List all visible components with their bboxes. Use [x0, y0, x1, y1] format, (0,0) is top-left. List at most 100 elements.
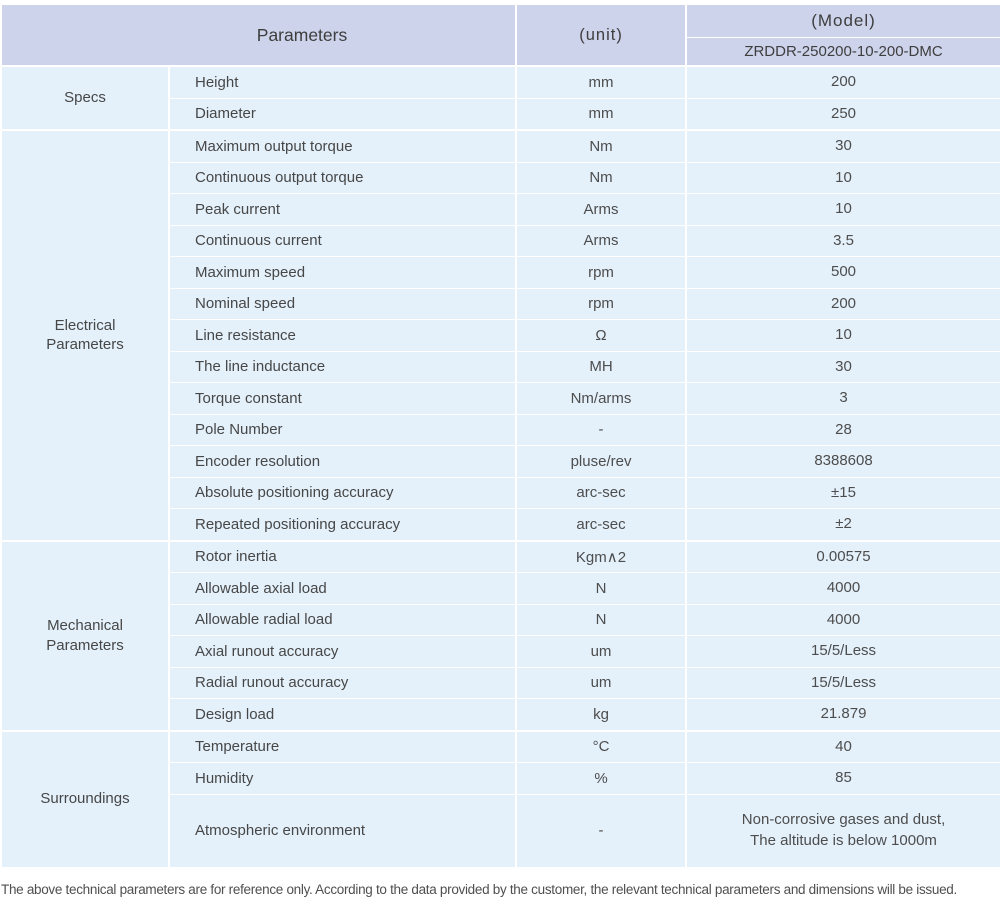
unit-cell: arc-sec: [515, 476, 688, 509]
param-cell: Pole Number: [167, 413, 518, 446]
param-cell: Allowable axial load: [167, 572, 518, 605]
unit-cell: %: [515, 762, 688, 795]
header-model: (Model): [685, 2, 1000, 38]
value-cell: 200: [685, 287, 1000, 320]
value-cell: 21.879: [685, 698, 1000, 732]
param-cell: Allowable radial load: [167, 603, 518, 636]
table-header: Parameters (unit) (Model) ZRDDR-250200-1…: [0, 2, 1000, 67]
table-row: Humidity % 85: [1, 762, 1000, 795]
value-cell: 3: [685, 382, 1000, 415]
unit-cell: N: [515, 572, 688, 605]
table-row: Specs Height mm 200: [0, 65, 1000, 131]
unit-cell: um: [515, 635, 688, 668]
category-cell: Surroundings: [0, 729, 170, 869]
value-cell: 500: [685, 256, 1000, 289]
table-row: Torque constant Nm/arms 3: [1, 382, 1000, 415]
param-cell: Temperature: [167, 729, 518, 763]
table-row: Allowable axial load N 4000: [1, 572, 1000, 605]
table-row: Axial runout accuracy um 15/5/Less: [1, 635, 1000, 668]
param-cell: Nominal speed: [167, 287, 518, 320]
unit-cell: Arms: [515, 224, 688, 257]
value-cell: 15/5/Less: [685, 635, 1000, 668]
param-cell: Diameter: [167, 97, 518, 131]
category-cell: Electrical Parameters: [0, 129, 170, 542]
header-unit: (unit): [515, 3, 688, 67]
table-row: Peak current Arms 10: [1, 193, 1000, 226]
parameters-table: Parameters (unit) (Model) ZRDDR-250200-1…: [0, 2, 1000, 869]
value-cell: 4000: [685, 572, 1000, 605]
param-cell: Design load: [167, 698, 518, 732]
value-cell: 10: [685, 319, 1000, 352]
value-cell: 30: [685, 129, 1000, 163]
unit-cell: mm: [515, 97, 688, 131]
unit-cell: um: [515, 666, 688, 699]
value-cell: 200: [685, 65, 1000, 99]
unit-cell: N: [515, 603, 688, 636]
table-row: Continuous output torque Nm 10: [1, 161, 1000, 194]
param-cell: Maximum output torque: [167, 129, 518, 163]
unit-cell: Ω: [515, 319, 688, 352]
value-cell: 15/5/Less: [685, 666, 1000, 699]
param-cell: Rotor inertia: [167, 539, 518, 573]
param-cell: Line resistance: [167, 319, 518, 352]
table-row: Absolute positioning accuracy arc-sec ±1…: [1, 476, 1000, 509]
value-cell: 4000: [685, 603, 1000, 636]
param-cell: The line inductance: [167, 350, 518, 383]
header-parameters: Parameters: [0, 3, 518, 67]
unit-cell: Nm: [515, 161, 688, 194]
value-cell: 28: [685, 413, 1000, 446]
footer-note: The above technical parameters are for r…: [1, 881, 957, 897]
table-row: Design load kg 21.879: [1, 698, 1000, 732]
unit-cell: MH: [515, 350, 688, 383]
param-cell: Absolute positioning accuracy: [167, 476, 518, 509]
table-row: Allowable radial load N 4000: [1, 603, 1000, 636]
value-cell: 3.5: [685, 224, 1000, 257]
unit-cell: kg: [515, 698, 688, 732]
category-cell: Specs: [0, 65, 170, 131]
table-row: Repeated positioning accuracy arc-sec ±2: [1, 508, 1000, 542]
unit-cell: mm: [515, 65, 688, 99]
table-row: Continuous current Arms 3.5: [1, 224, 1000, 257]
table-row: Electrical Parameters Maximum output tor…: [0, 129, 1000, 542]
value-cell: 30: [685, 350, 1000, 383]
section-mechanical: Mechanical Parameters Rotor inertia Kgm∧…: [0, 539, 1000, 732]
param-cell: Radial runout accuracy: [167, 666, 518, 699]
param-cell: Maximum speed: [167, 256, 518, 289]
unit-cell: Kgm∧2: [515, 539, 688, 573]
section-surroundings: Surroundings Temperature °C 40 Humidity …: [0, 729, 1000, 869]
param-cell: Peak current: [167, 193, 518, 226]
table-row: The line inductance MH 30: [1, 350, 1000, 383]
category-cell: Mechanical Parameters: [0, 539, 170, 732]
param-cell: Encoder resolution: [167, 445, 518, 478]
param-cell: Continuous current: [167, 224, 518, 257]
unit-cell: Nm: [515, 129, 688, 163]
param-cell: Torque constant: [167, 382, 518, 415]
value-cell: ±15: [685, 476, 1000, 509]
unit-cell: °C: [515, 729, 688, 763]
table-row: Mechanical Parameters Rotor inertia Kgm∧…: [0, 539, 1000, 732]
unit-cell: Arms: [515, 193, 688, 226]
unit-cell: rpm: [515, 256, 688, 289]
value-cell: 0.00575: [685, 539, 1000, 573]
section-specs: Specs Height mm 200 Diameter mm 250: [0, 65, 1000, 131]
unit-cell: pluse/rev: [515, 445, 688, 478]
unit-cell: arc-sec: [515, 508, 688, 542]
section-electrical: Electrical Parameters Maximum output tor…: [0, 129, 1000, 542]
value-cell: Non-corrosive gases and dust, The altitu…: [685, 793, 1000, 869]
value-cell: ±2: [685, 508, 1000, 542]
param-cell: Humidity: [167, 762, 518, 795]
param-cell: Height: [167, 65, 518, 99]
table-row: Line resistance Ω 10: [1, 319, 1000, 352]
table-row: Surroundings Temperature °C 40: [0, 729, 1000, 869]
unit-cell: Nm/arms: [515, 382, 688, 415]
table-row: Encoder resolution pluse/rev 8388608: [1, 445, 1000, 478]
param-cell: Continuous output torque: [167, 161, 518, 194]
header-model-value: ZRDDR-250200-10-200-DMC: [685, 36, 1000, 67]
unit-cell: -: [515, 793, 688, 869]
table-row: Diameter mm 250: [1, 97, 1000, 131]
table-row: Maximum speed rpm 500: [1, 256, 1000, 289]
value-cell: 10: [685, 161, 1000, 194]
param-cell: Atmospheric environment: [167, 793, 518, 869]
value-cell: 40: [685, 729, 1000, 763]
table-row: Atmospheric environment - Non-corrosive …: [1, 793, 1000, 869]
